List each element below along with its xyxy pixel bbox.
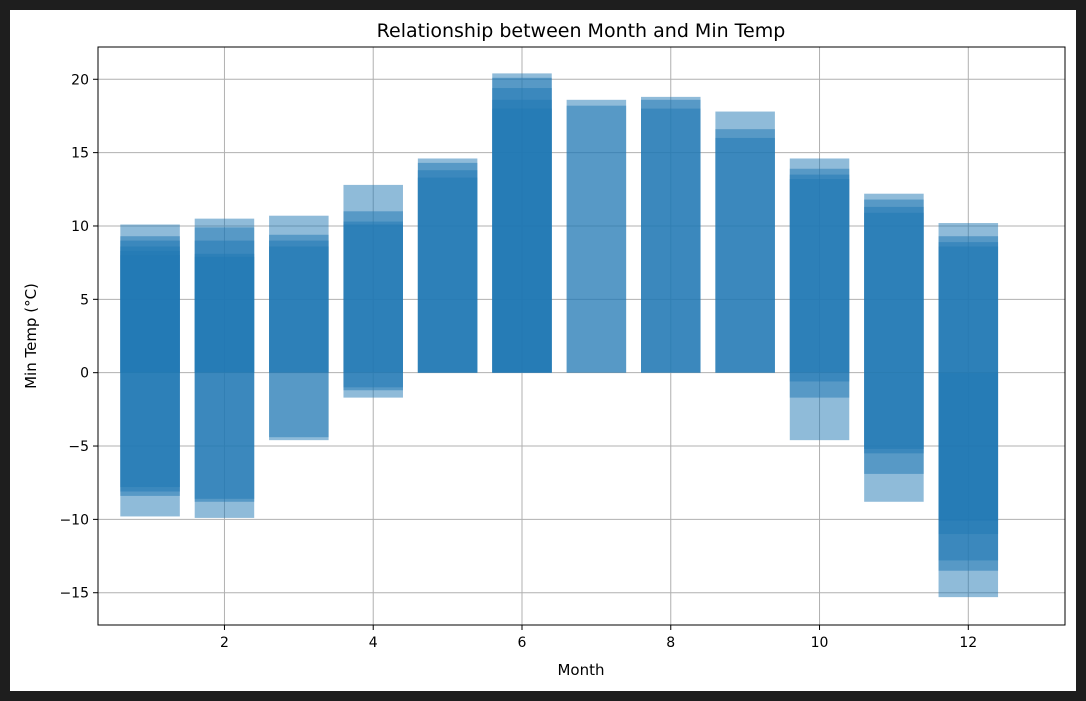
bar-chart: Relationship between Month and Min Temp … [22,20,1066,679]
chart-figure: Relationship between Month and Min Temp … [10,10,1076,691]
x-tick-label: 4 [369,635,378,651]
x-axis-ticks: 2 4 6 8 10 12 [220,625,977,651]
y-axis-ticks: −15 −10 −5 0 5 10 15 20 [59,72,98,602]
bar-month-8 [641,108,701,373]
x-tick-label: 6 [518,635,527,651]
x-tick-label: 8 [666,635,675,651]
bar-month-10 [789,372,850,441]
bar-month-12 [938,372,999,598]
y-tick-label: 0 [80,366,89,382]
y-tick-label: 15 [71,146,89,162]
bar-month-5 [417,177,478,373]
y-axis-label: Min Temp (°C) [22,283,40,389]
chart-title: Relationship between Month and Min Temp [377,20,786,42]
bar-month-3 [269,372,329,441]
y-tick-label: −10 [59,512,89,528]
bar-month-2 [194,372,255,518]
x-tick-label: 10 [811,635,829,651]
y-tick-label: 5 [80,292,89,308]
plot-frame [97,46,1066,626]
bar-month-4 [343,224,403,373]
bars [120,73,999,598]
y-tick-label: −5 [68,439,89,455]
bar-month-7 [566,105,627,373]
x-tick-label: 12 [959,635,977,651]
y-tick-label: −15 [59,586,89,602]
x-axis-label: Month [557,661,604,679]
bar-month-12 [938,246,999,373]
bar-month-2 [194,256,255,373]
bar-month-1 [120,255,180,373]
bar-month-3 [269,246,329,373]
x-tick-label: 2 [220,635,229,651]
bar-month-1 [120,372,180,517]
bar-month-10 [789,179,850,373]
y-tick-label: 20 [71,72,89,88]
bar-month-6 [492,108,552,373]
y-tick-label: 10 [71,219,89,235]
bar-month-11 [864,372,924,502]
bar-month-9 [715,137,775,373]
bar-month-4 [343,372,403,398]
bar-month-11 [864,212,924,373]
